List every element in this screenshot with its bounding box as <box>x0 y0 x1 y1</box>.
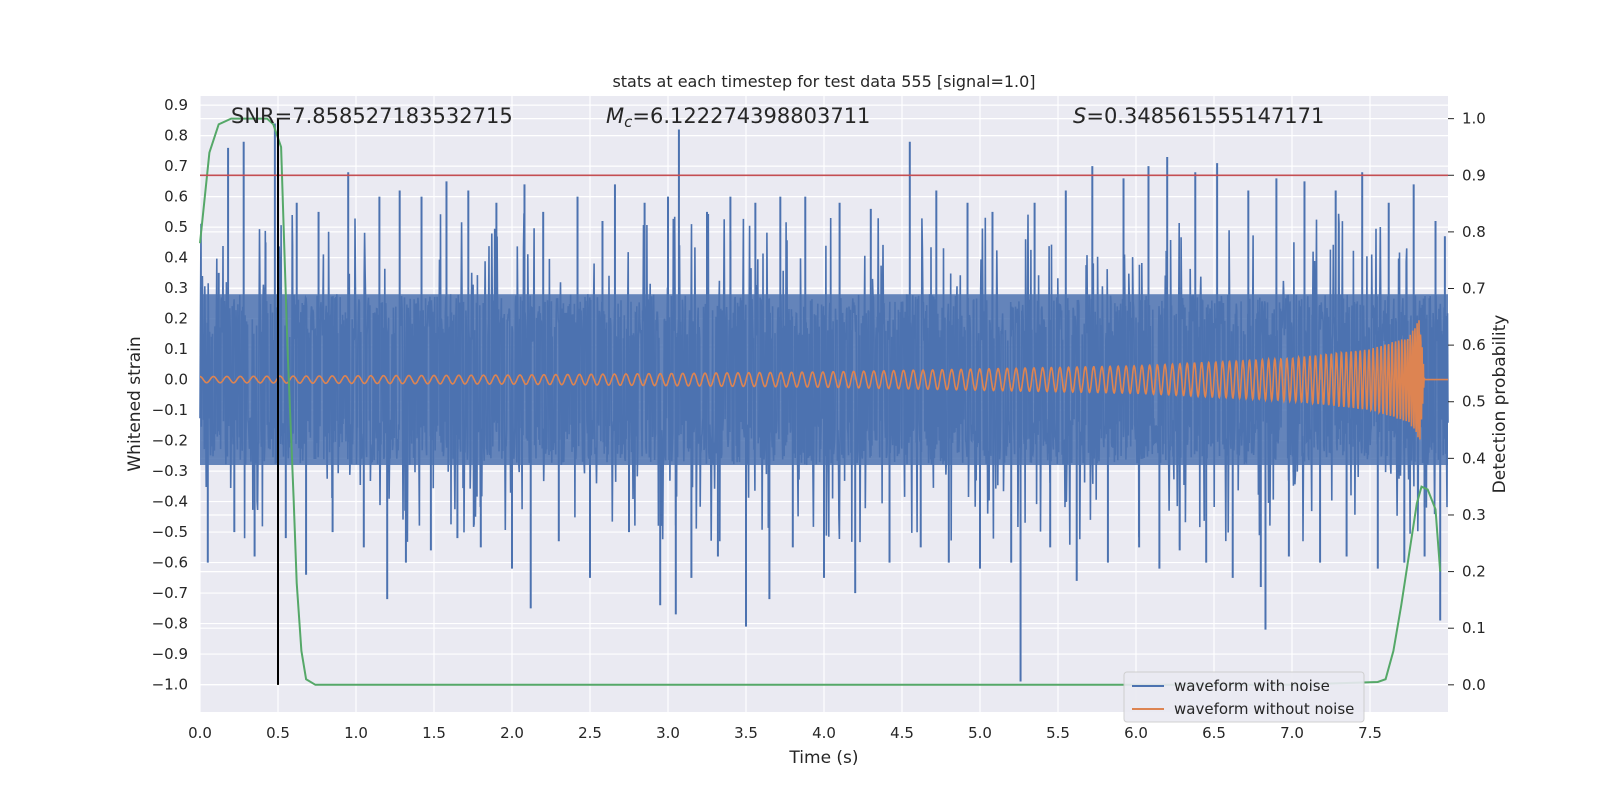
s-value: =0.348561555147171 <box>1086 104 1324 128</box>
y2-tick-label: 0.8 <box>1462 223 1486 241</box>
chirp-mass-annotation: Mc=6.122274398803711 <box>606 104 870 131</box>
x-tick-label: 4.0 <box>812 724 836 742</box>
y2-axis-label: Detection probability <box>1490 315 1510 494</box>
y-tick-label: 0.6 <box>164 188 188 206</box>
legend-label-clean: waveform without noise <box>1174 700 1354 718</box>
x-tick-label: 7.0 <box>1280 724 1304 742</box>
y2-tick-label: 0.6 <box>1462 336 1486 354</box>
y-tick-label: 0.7 <box>164 157 188 175</box>
s-symbol: S <box>1073 104 1086 128</box>
y2-tick-label: 0.3 <box>1462 506 1486 524</box>
clean-waveform-line <box>200 320 1448 440</box>
x-tick-label: 2.5 <box>578 724 602 742</box>
x-tick-label: 1.0 <box>344 724 368 742</box>
y2-tick-label: 0.2 <box>1462 563 1486 581</box>
y2-tick-label: 0.4 <box>1462 449 1486 467</box>
x-tick-label: 0.0 <box>188 724 212 742</box>
y-tick-label: −0.4 <box>152 493 188 511</box>
y-tick-labels: 0.9 0.8 0.7 0.6 0.5 0.4 0.3 0.2 0.1 0.0 −0.1 −0.2 −0… <box>152 96 188 693</box>
x-axis-label: Time (s) <box>788 748 858 768</box>
y-axis-label: Whitened strain <box>125 336 145 471</box>
y-tick-label: −0.9 <box>152 645 188 663</box>
x-tick-label: 5.5 <box>1046 724 1070 742</box>
y-tick-label: 0.3 <box>164 279 188 297</box>
x-tick-label: 1.5 <box>422 724 446 742</box>
y-tick-label: 0.5 <box>164 218 188 236</box>
y2-tick-label: 0.5 <box>1462 393 1486 411</box>
y-tick-label: −1.0 <box>152 676 188 694</box>
chirp-mass-symbol: M <box>606 104 624 128</box>
y-tick-label: −0.2 <box>152 432 188 450</box>
x-tick-label: 3.5 <box>734 724 758 742</box>
y-tick-label: 0.0 <box>164 371 188 389</box>
y2-tick-label: 1.0 <box>1462 110 1486 128</box>
legend-label-noise: waveform with noise <box>1174 677 1330 695</box>
snr-annotation: SNR=7.858527183532715 <box>231 104 513 128</box>
x-tick-label: 6.5 <box>1202 724 1226 742</box>
y2-tick-label: 0.7 <box>1462 280 1486 298</box>
x-tick-label: 2.0 <box>500 724 524 742</box>
reference-lines <box>200 118 1448 685</box>
series-detection-probability <box>199 117 1442 686</box>
series-waveform-without-noise <box>200 320 1448 440</box>
x-tick-label: 5.0 <box>968 724 992 742</box>
chirp-mass-value: =6.122274398803711 <box>632 104 870 128</box>
x-tick-labels: 0.0 0.5 1.0 1.5 2.0 2.5 3.0 3.5 4.0 4.5 5.0 5.5 6.0 6… <box>188 724 1382 742</box>
chirp-mass-subscript: c <box>624 113 633 131</box>
x-tick-label: 0.5 <box>266 724 290 742</box>
y-tick-label: −0.1 <box>152 401 188 419</box>
detection-probability-line <box>199 117 1442 686</box>
y-tick-label: −0.7 <box>152 584 188 602</box>
s-annotation: S=0.348561555147171 <box>1073 104 1324 128</box>
chart-title: stats at each timestep for test data 555… <box>612 72 1035 91</box>
y-tick-label: −0.5 <box>152 523 188 541</box>
x-tick-label: 7.5 <box>1358 724 1382 742</box>
x-tick-label: 3.0 <box>656 724 680 742</box>
x-tick-label: 6.0 <box>1124 724 1148 742</box>
y2-tick-label: 0.0 <box>1462 676 1486 694</box>
y-tick-label: 0.4 <box>164 249 188 267</box>
series-waveform-with-noise <box>199 123 1449 682</box>
y2-tick-labels: 1.0 0.9 0.8 0.7 0.6 0.5 0.4 0.3 0.2 0.1 0.0 <box>1448 110 1486 694</box>
y-tick-label: 0.9 <box>164 96 188 114</box>
y-tick-label: −0.8 <box>152 615 188 633</box>
y2-tick-label: 0.1 <box>1462 619 1486 637</box>
y-tick-label: −0.3 <box>152 462 188 480</box>
legend-box <box>1123 671 1365 723</box>
y-tick-label: 0.2 <box>164 310 188 328</box>
x-tick-label: 4.5 <box>890 724 914 742</box>
legend: waveform with noise waveform without noi… <box>1123 671 1365 723</box>
y2-tick-label: 0.9 <box>1462 166 1486 184</box>
y-tick-label: −0.6 <box>152 554 188 572</box>
y-tick-label: 0.8 <box>164 127 188 145</box>
y-tick-label: 0.1 <box>164 340 188 358</box>
